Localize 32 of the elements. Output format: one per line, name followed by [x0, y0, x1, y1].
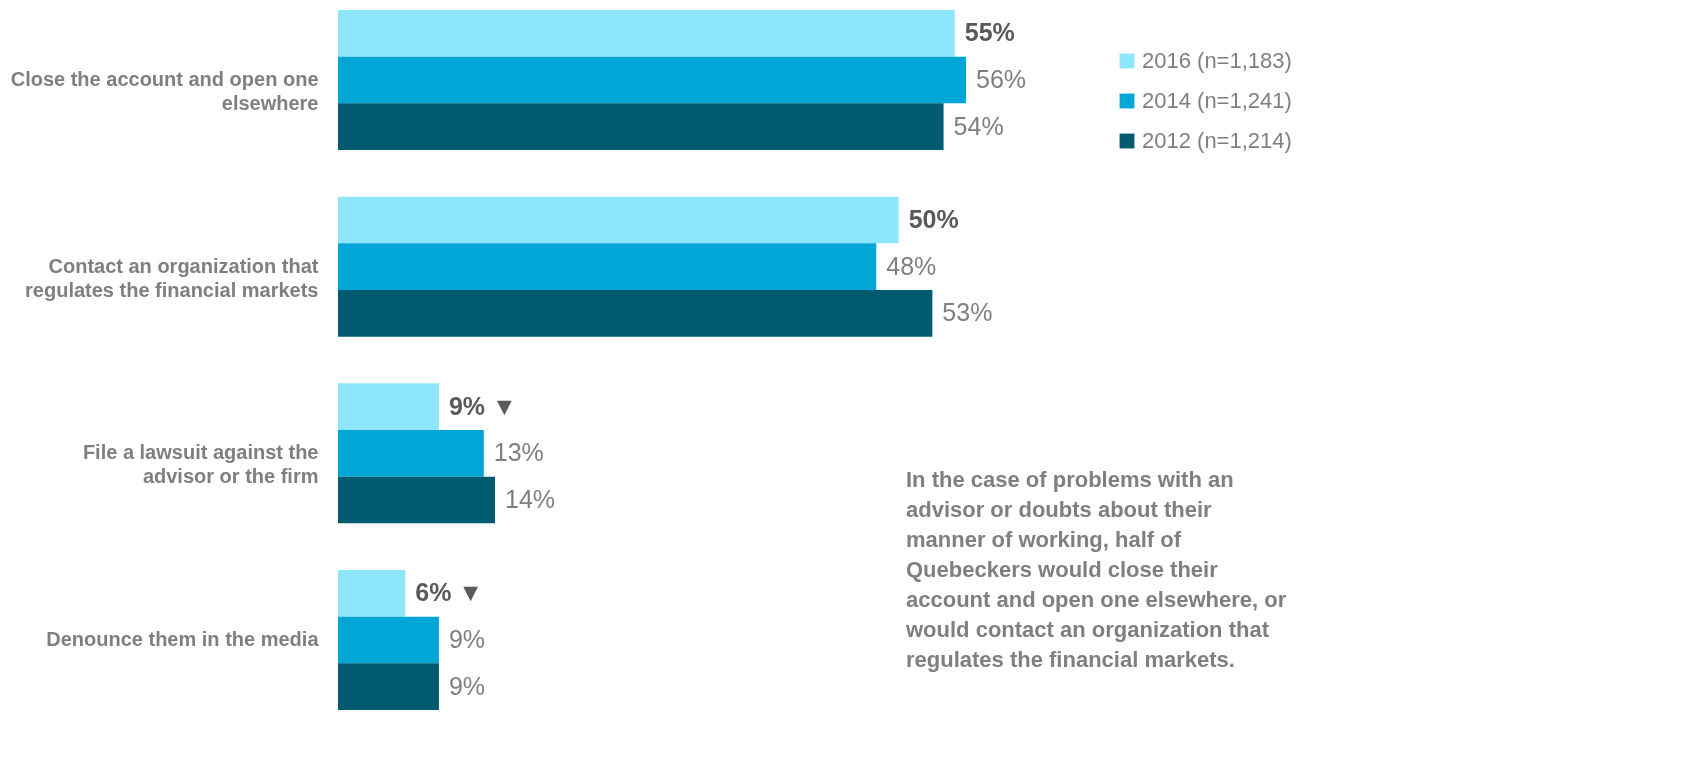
bar	[338, 570, 406, 617]
y-tick-label: Close the account and open one elsewhere	[10, 68, 319, 114]
data-label: 9%	[448, 625, 486, 653]
bar	[338, 10, 955, 57]
data-label: 55%	[964, 18, 1015, 47]
bar	[338, 290, 933, 337]
bar	[338, 103, 944, 150]
bar	[338, 476, 495, 524]
legend-label: 2014 (n=1,241)	[1142, 88, 1292, 113]
bar	[338, 663, 439, 710]
data-label: 9% ▼	[448, 391, 517, 420]
data-label: 48%	[886, 251, 937, 280]
legend-label: 2012 (n=1,214)	[1142, 128, 1292, 153]
data-label: 14%	[505, 485, 556, 513]
data-label: 6% ▼	[415, 578, 484, 607]
data-label: 54%	[953, 111, 1004, 140]
legend-label: 2016 (n=1,183)	[1142, 48, 1292, 73]
y-tick-label: Contact an organization that regulates the financial markets	[25, 254, 319, 301]
bar	[338, 383, 439, 430]
data-label: 9%	[448, 671, 486, 700]
bar	[338, 616, 439, 664]
data-label: 50%	[908, 205, 959, 233]
data-label: 53%	[942, 298, 993, 327]
bar	[338, 56, 966, 104]
data-label: 56%	[976, 65, 1027, 93]
annotation: In the case of problems with an advisor or doubts about their manner of working, half of Quebeckers would close their account and open one elsewhere, or would contact an organization that regulates the financial markets.	[905, 467, 1287, 672]
y-tick-label: File a lawsuit against the advisor or the firm	[82, 441, 319, 488]
bar	[338, 196, 899, 244]
bar	[338, 430, 484, 477]
data-label: 13%	[493, 438, 544, 467]
bar	[338, 243, 877, 290]
y-tick-label: Denounce them in the media	[46, 628, 320, 650]
